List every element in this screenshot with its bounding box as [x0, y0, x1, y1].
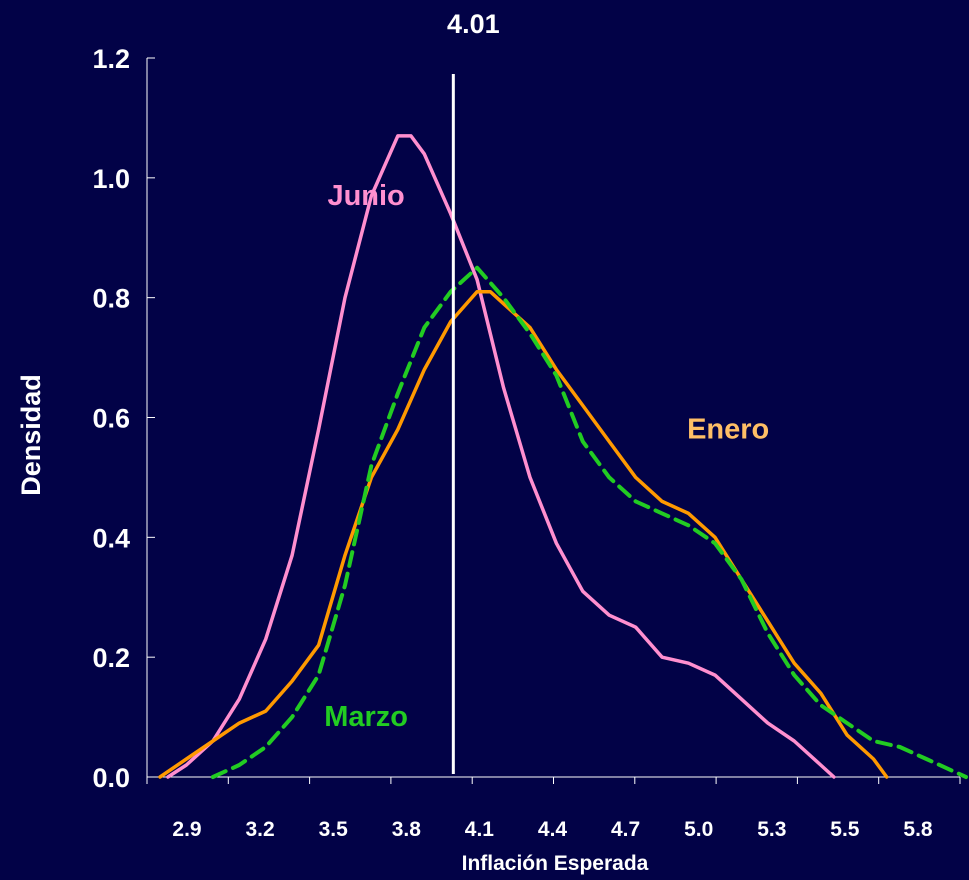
series-label-junio: Junio [327, 180, 404, 212]
y-tick-label: 1.0 [92, 164, 130, 194]
y-tick-label: 1.2 [92, 44, 130, 74]
y-tick-label: 0.6 [92, 404, 130, 434]
x-tick-label: 5.8 [903, 818, 933, 841]
reference-line-group: 4.01 [447, 9, 500, 774]
series-label-enero: Enero [687, 413, 769, 445]
x-tick-label: 3.5 [319, 818, 349, 841]
x-tick-label: 5.3 [757, 818, 786, 841]
y-tick-label: 0.2 [92, 643, 130, 673]
x-tick-label: 3.8 [392, 818, 422, 841]
reference-line-label: 4.01 [447, 9, 500, 39]
x-tick-label: 4.1 [465, 818, 495, 841]
y-axis-title: Densidad [16, 374, 46, 496]
series-labels: Junio Enero Marzo [324, 180, 769, 733]
y-tick-label: 0.4 [92, 523, 130, 553]
series-line-marzo [210, 265, 968, 779]
series-label-marzo: Marzo [324, 701, 408, 733]
x-tick-label: 5.5 [830, 818, 860, 841]
series-line-enero [158, 289, 889, 779]
x-axis-title: Inflación Esperada [462, 852, 649, 875]
y-tick-label: 0.8 [92, 284, 130, 314]
x-tick-label: 4.4 [538, 818, 568, 841]
x-tick-label: 3.2 [245, 818, 274, 841]
y-tick-label: 0.0 [92, 763, 130, 793]
axes [146, 58, 960, 778]
x-tick-label: 4.7 [611, 818, 640, 841]
x-tick-label: 5.0 [684, 818, 713, 841]
y-ticks: 0.0 0.2 0.4 0.6 0.8 1.0 1.2 [92, 44, 155, 793]
x-tick-label: 2.9 [172, 818, 201, 841]
series-line-junio [166, 134, 836, 779]
series-lines [158, 134, 968, 779]
x-ticks: 2.9 3.2 3.5 3.8 4.1 4.4 4.7 5.0 5.3 5.5 5.8 [146, 777, 961, 841]
